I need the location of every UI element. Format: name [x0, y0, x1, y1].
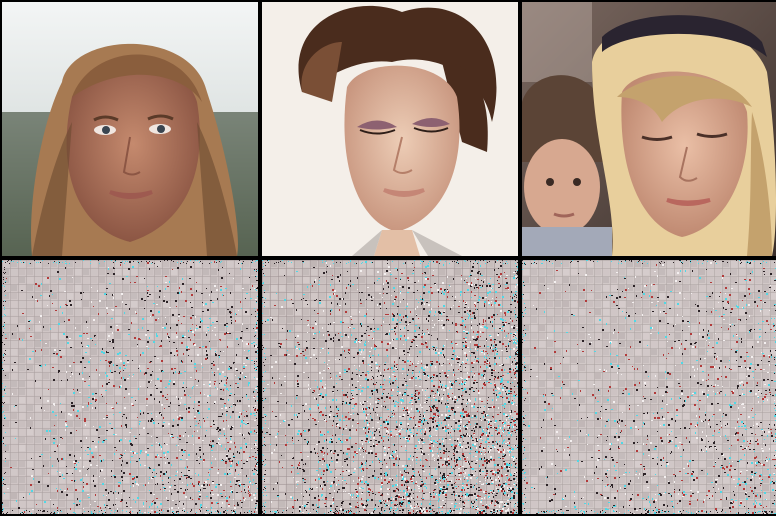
portrait-updo-woman: [262, 2, 518, 256]
reconstruction-noise-1: [2, 260, 258, 514]
portrait-blonde-woman-with-child: [522, 2, 776, 256]
reconstruction-noise-3: [522, 260, 776, 514]
reconstruction-panel-1: [2, 260, 258, 514]
reconstruction-noise-2: [262, 260, 518, 514]
portrait-brown-hair-woman: [2, 2, 258, 256]
reconstruction-panel-2: [262, 260, 518, 514]
reconstruction-panel-3: [522, 260, 776, 514]
